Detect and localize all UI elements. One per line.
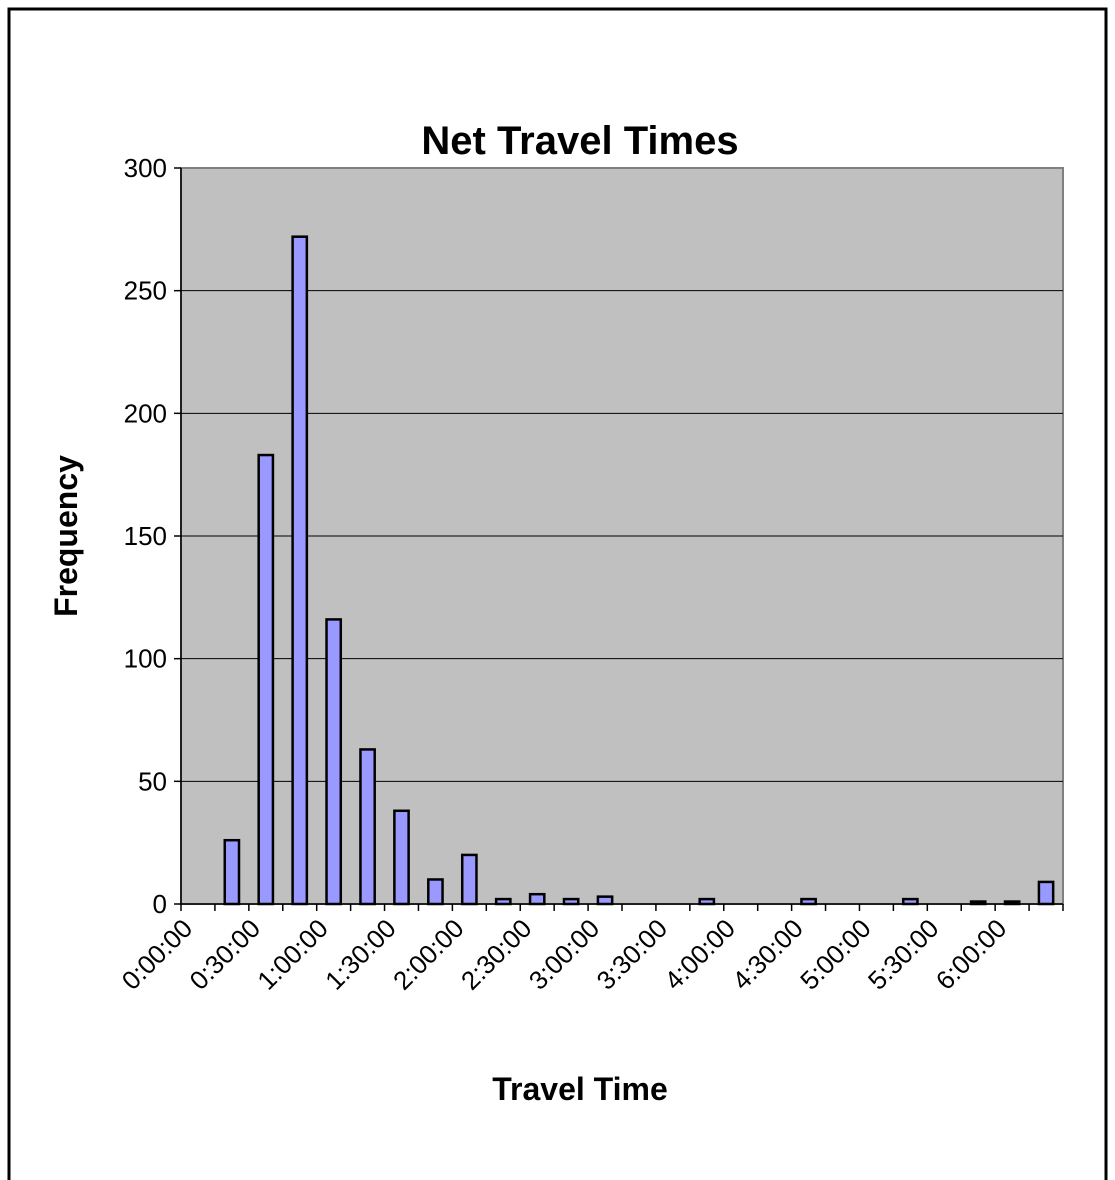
y-tick-label: 200 [124,398,167,428]
x-tick-label: 2:30:00 [455,913,538,996]
x-tick-label: 4:00:00 [658,913,741,996]
x-tick-label: 4:30:00 [726,913,809,996]
bar [528,892,546,906]
y-tick-label: 50 [138,766,167,796]
x-tick-label: 0:30:00 [183,913,266,996]
bar [901,897,919,906]
bar [1037,880,1055,906]
bar [698,897,716,906]
y-tick-label: 300 [124,153,167,183]
y-tick-label: 0 [153,889,167,919]
bar [325,618,343,906]
y-axis-title: Frequency [48,455,84,617]
bar [257,453,275,906]
chart-title: Net Travel Times [421,119,738,163]
bar [800,897,817,906]
x-tick-label: 3:00:00 [523,913,606,996]
x-tick-label: 2:00:00 [387,913,470,996]
y-tick-label: 250 [124,276,167,306]
bar [969,900,987,906]
x-tick-label: 0:00:00 [116,913,199,996]
bar [393,809,410,906]
x-tick-label: 1:30:00 [319,913,402,996]
bar [291,235,309,906]
bar [359,748,376,906]
bar [494,897,512,906]
x-axis-title: Travel Time [492,1071,668,1107]
bar [427,878,444,906]
bar [562,897,580,906]
bar [1003,900,1021,906]
x-tick-label: 3:30:00 [591,913,674,996]
x-tick-label: 1:00:00 [251,913,334,996]
bar [460,853,478,906]
bar [223,838,241,906]
y-tick-label: 150 [124,521,167,551]
y-tick-label: 100 [124,644,167,674]
bar [596,895,614,906]
x-tick-label: 5:00:00 [794,913,877,996]
frame [7,7,1108,1180]
x-tick-label: 6:00:00 [930,913,1013,996]
x-tick-label: 5:30:00 [862,913,945,996]
